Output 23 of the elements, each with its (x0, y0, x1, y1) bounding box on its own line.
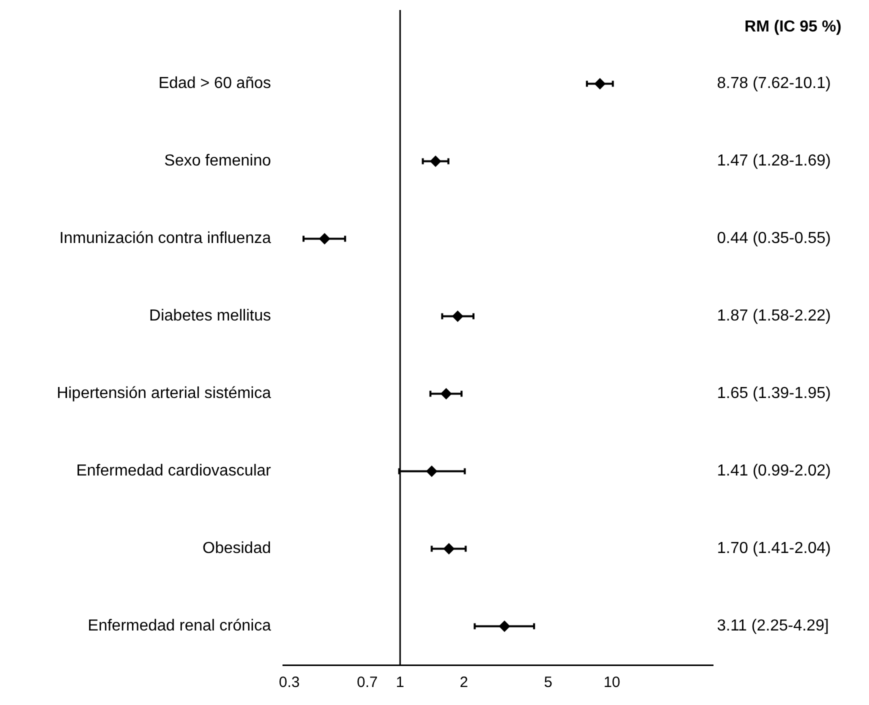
data-label: 1.41 (0.99-2.02) (717, 462, 831, 480)
data-label: 8.78 (7.62-10.1) (717, 75, 831, 92)
x-tick-label: 5 (544, 674, 552, 692)
y-tick-label: Enfermedad cardiovascular (76, 462, 272, 480)
data-label: 1.87 (1.58-2.22) (717, 308, 831, 325)
x-tick-label: 2 (460, 674, 468, 692)
data-label: 0.44 (0.35-0.55) (717, 230, 831, 248)
x-tick-label: 0.7 (356, 674, 378, 692)
y-tick-label: Sexo femenino (164, 152, 272, 170)
y-tick-label: Diabetes mellitus (149, 308, 271, 325)
data-label: 3.11 (2.25-4.29] (717, 618, 829, 635)
y-tick-label: Obesidad (202, 540, 271, 558)
text: RM (IC 95 %) (744, 18, 842, 36)
y-tick-label: Enfermedad renal crónica (88, 618, 272, 635)
x-tick-label: 0.3 (278, 674, 300, 692)
data-label: 1.47 (1.28-1.69) (717, 152, 831, 170)
y-tick-label: Inmunización contra influenza (59, 230, 272, 248)
y-tick-label: Hipertensión arterial sistémica (56, 385, 272, 402)
y-tick-label: Edad > 60 años (158, 75, 271, 92)
data-label: 1.70 (1.41-2.04) (717, 540, 831, 558)
x-tick-label: 1 (396, 674, 404, 692)
x-tick-label: 10 (604, 674, 620, 692)
data-label: 1.65 (1.39-1.95) (717, 385, 831, 402)
